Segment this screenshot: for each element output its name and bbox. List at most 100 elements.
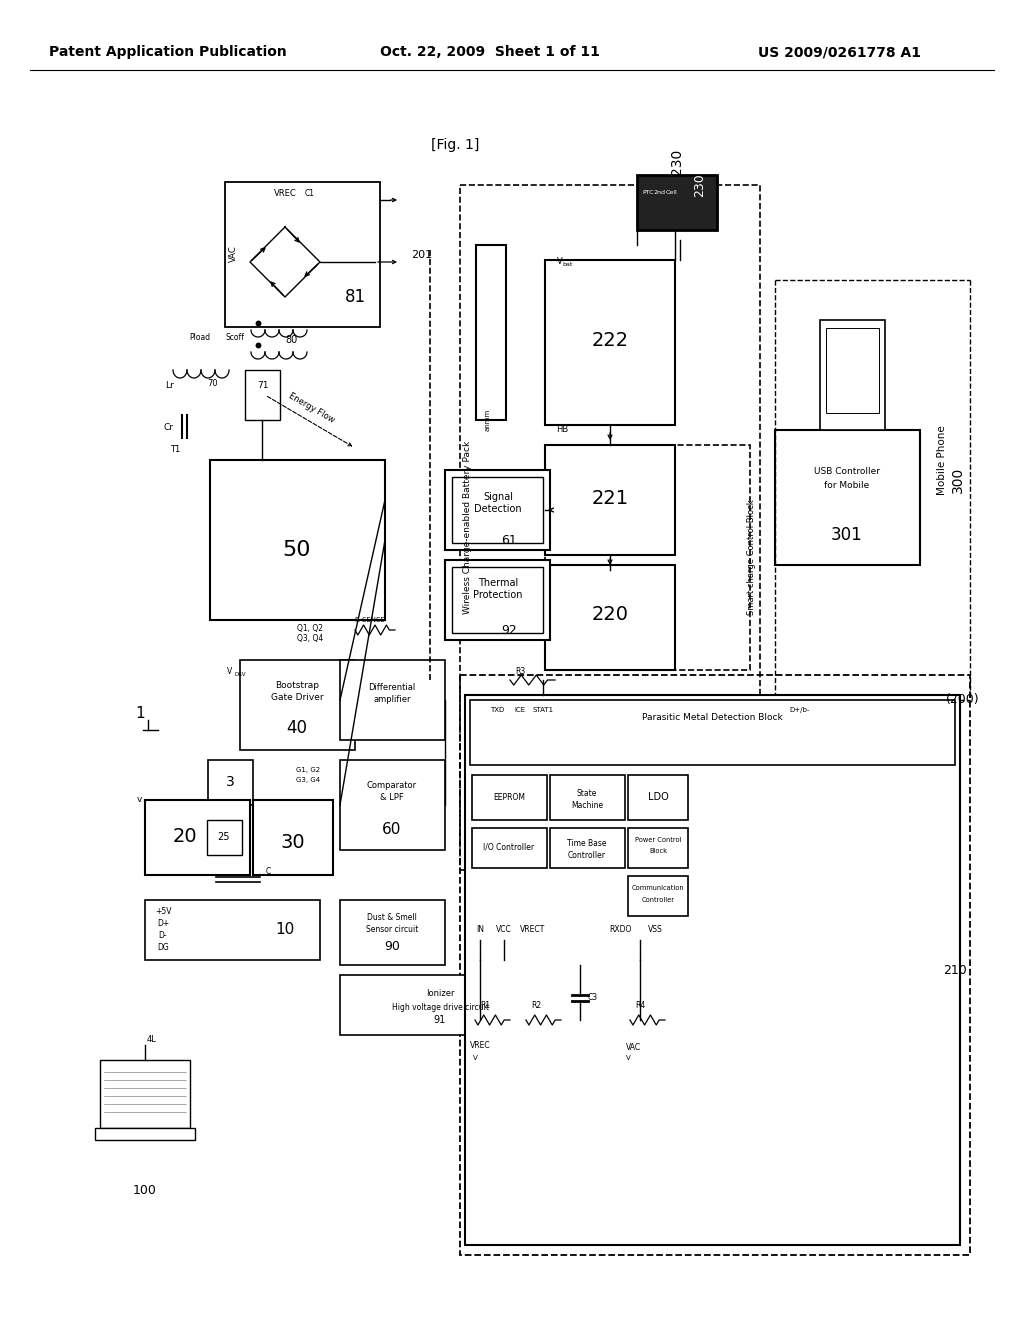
Bar	[240, 660, 355, 750]
Text: Pload: Pload	[188, 333, 210, 342]
Text: 100: 100	[133, 1184, 157, 1196]
Bar	[210, 459, 385, 620]
Bar	[145, 800, 250, 875]
Bar	[476, 246, 506, 420]
Bar	[545, 565, 675, 671]
Text: Energy Flow: Energy Flow	[288, 391, 337, 425]
Text: +5V: +5V	[155, 908, 171, 916]
Text: 70: 70	[208, 379, 218, 388]
Text: USB Controller: USB Controller	[814, 467, 880, 477]
Bar	[207, 820, 242, 855]
Text: Power Control: Power Control	[635, 837, 681, 843]
Bar	[472, 775, 547, 820]
Bar	[460, 185, 760, 870]
Bar	[340, 975, 540, 1035]
Text: Machine: Machine	[571, 800, 603, 809]
Text: [Fig. 1]: [Fig. 1]	[431, 139, 479, 152]
Text: VREC: VREC	[470, 1040, 490, 1049]
Bar	[445, 560, 550, 640]
Text: 301: 301	[831, 525, 863, 544]
Text: Q1, Q2: Q1, Q2	[297, 623, 323, 632]
Text: Time Base: Time Base	[567, 838, 607, 847]
Text: 20: 20	[173, 828, 198, 846]
Bar	[225, 182, 380, 327]
Bar	[95, 1129, 195, 1140]
Bar	[820, 319, 885, 430]
Text: amplifier: amplifier	[374, 696, 411, 705]
Text: V: V	[473, 1055, 477, 1061]
Bar	[245, 370, 280, 420]
Bar	[452, 568, 543, 634]
Text: C3: C3	[588, 994, 598, 1002]
Text: (200): (200)	[946, 693, 980, 706]
Bar	[545, 445, 675, 554]
Text: RXDO: RXDO	[609, 925, 631, 935]
Text: D+/b-: D+/b-	[790, 708, 810, 713]
Bar	[628, 876, 688, 916]
Text: Controller: Controller	[641, 898, 675, 903]
Text: 71: 71	[257, 380, 268, 389]
Text: PTC: PTC	[642, 190, 653, 195]
Text: 220: 220	[592, 606, 629, 624]
Text: 30: 30	[281, 833, 305, 851]
Bar	[545, 445, 750, 671]
Bar	[826, 327, 879, 413]
Text: R3: R3	[515, 668, 525, 676]
Text: R4: R4	[635, 1001, 645, 1010]
Text: VAC: VAC	[626, 1044, 641, 1052]
Text: bat: bat	[563, 263, 573, 268]
Text: Differential: Differential	[369, 684, 416, 693]
Text: & LPF: & LPF	[380, 792, 403, 801]
Text: v: v	[136, 796, 142, 804]
Text: 4L: 4L	[147, 1035, 157, 1044]
Text: Comparator: Comparator	[367, 780, 417, 789]
Text: 221: 221	[592, 488, 629, 507]
Text: anmm: anmm	[485, 409, 490, 432]
Text: 2nd: 2nd	[654, 190, 666, 195]
Text: Cr: Cr	[163, 424, 173, 433]
Text: Thermal: Thermal	[478, 578, 518, 587]
Bar	[145, 900, 319, 960]
Text: D+: D+	[157, 920, 169, 928]
Text: 230: 230	[670, 149, 684, 176]
Text: C1: C1	[305, 190, 315, 198]
Text: Ionizer: Ionizer	[426, 989, 455, 998]
Text: Gate Driver: Gate Driver	[270, 693, 324, 701]
Bar	[253, 800, 333, 875]
Text: 10: 10	[275, 923, 295, 937]
Text: Dust & Smell: Dust & Smell	[367, 913, 417, 923]
Text: Sensor circuit: Sensor circuit	[366, 925, 418, 935]
Text: 1: 1	[135, 706, 144, 722]
Text: 210: 210	[943, 964, 967, 977]
Text: Cell: Cell	[667, 190, 678, 195]
Text: Detection: Detection	[474, 504, 522, 513]
Text: VSS: VSS	[647, 925, 663, 935]
Text: 80: 80	[286, 335, 298, 345]
Text: DG: DG	[157, 944, 169, 953]
Text: 90: 90	[384, 940, 400, 953]
Text: 25: 25	[218, 832, 230, 842]
Bar	[470, 700, 955, 766]
Text: R2: R2	[530, 1001, 541, 1010]
Text: Oct. 22, 2009  Sheet 1 of 11: Oct. 22, 2009 Sheet 1 of 11	[380, 45, 600, 59]
Text: 40: 40	[287, 719, 307, 737]
Text: C: C	[265, 866, 270, 875]
Text: Protection: Protection	[473, 590, 522, 601]
Text: US 2009/0261778 A1: US 2009/0261778 A1	[759, 45, 922, 59]
Text: High voltage drive circuit: High voltage drive circuit	[391, 1002, 488, 1011]
Bar	[465, 696, 961, 1245]
Bar	[472, 828, 547, 869]
Text: VCC: VCC	[496, 925, 512, 935]
Bar	[550, 828, 625, 869]
Text: VREC: VREC	[273, 190, 296, 198]
Text: Parasitic Metal Detection Block: Parasitic Metal Detection Block	[642, 714, 782, 722]
Text: LDO: LDO	[647, 792, 669, 803]
Text: V: V	[227, 668, 232, 676]
Text: Controller: Controller	[568, 850, 606, 859]
Bar	[628, 828, 688, 869]
Bar	[340, 900, 445, 965]
Text: 61: 61	[502, 533, 517, 546]
Bar	[460, 675, 970, 1255]
Bar	[445, 470, 550, 550]
Text: D-: D-	[159, 932, 167, 940]
